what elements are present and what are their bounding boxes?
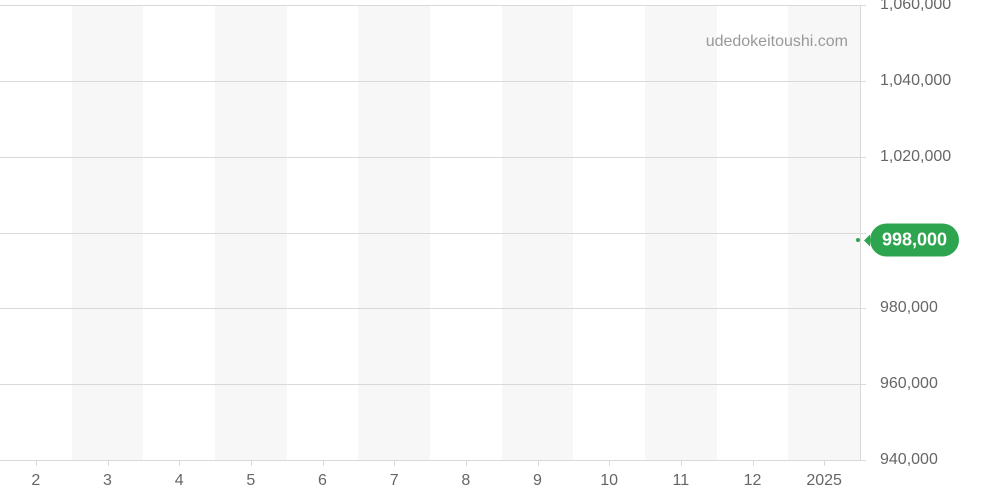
price-point bbox=[856, 238, 860, 242]
y-axis-label: 1,020,000 bbox=[880, 148, 951, 166]
x-tick bbox=[538, 460, 539, 466]
x-tick bbox=[466, 460, 467, 466]
x-axis-line bbox=[0, 460, 860, 461]
gridline bbox=[0, 233, 860, 234]
gridline bbox=[0, 308, 860, 309]
y-axis-label: 960,000 bbox=[880, 375, 938, 393]
x-axis-label: 10 bbox=[600, 472, 618, 490]
x-tick bbox=[323, 460, 324, 466]
x-tick bbox=[609, 460, 610, 466]
x-tick bbox=[179, 460, 180, 466]
x-tick bbox=[753, 460, 754, 466]
x-axis-label: 7 bbox=[390, 472, 399, 490]
x-tick bbox=[251, 460, 252, 466]
x-axis-label: 2025 bbox=[806, 472, 842, 490]
x-axis-label: 3 bbox=[103, 472, 112, 490]
x-axis-label: 8 bbox=[461, 472, 470, 490]
plot-area bbox=[0, 5, 860, 460]
x-axis-label: 2 bbox=[31, 472, 40, 490]
x-axis-label: 9 bbox=[533, 472, 542, 490]
y-axis-label: 940,000 bbox=[880, 451, 938, 469]
x-tick bbox=[394, 460, 395, 466]
x-tick bbox=[824, 460, 825, 466]
x-axis-label: 12 bbox=[744, 472, 762, 490]
gridline bbox=[0, 5, 860, 6]
y-axis-label: 1,060,000 bbox=[880, 0, 951, 14]
x-axis-label: 6 bbox=[318, 472, 327, 490]
x-tick bbox=[36, 460, 37, 466]
y-axis-line bbox=[860, 5, 861, 460]
x-axis-label: 11 bbox=[673, 472, 690, 490]
gridline bbox=[0, 157, 860, 158]
x-tick bbox=[681, 460, 682, 466]
x-axis-label: 4 bbox=[175, 472, 184, 490]
gridline bbox=[0, 81, 860, 82]
y-tick bbox=[860, 460, 866, 461]
current-price-badge: 998,000 bbox=[870, 224, 959, 257]
x-axis-label: 5 bbox=[246, 472, 255, 490]
y-axis-label: 980,000 bbox=[880, 299, 938, 317]
watermark: udedokeitoushi.com bbox=[706, 33, 848, 51]
price-chart: 940,000960,000980,0001,000,0001,020,0001… bbox=[0, 0, 1000, 500]
y-axis-label: 1,040,000 bbox=[880, 72, 951, 90]
gridline bbox=[0, 384, 860, 385]
x-tick bbox=[108, 460, 109, 466]
